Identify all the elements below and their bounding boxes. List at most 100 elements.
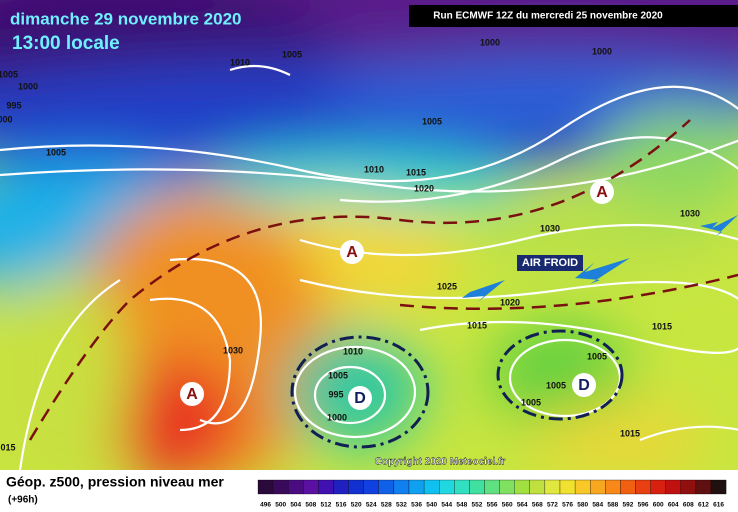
scale-cell xyxy=(635,479,651,495)
scale-label: 536 xyxy=(411,502,422,509)
isobar-label: 1025 xyxy=(437,281,457,291)
scale-label: 608 xyxy=(683,502,694,509)
scale-cell xyxy=(620,479,636,495)
scale-label: 576 xyxy=(562,502,573,509)
field: AIR FROID xyxy=(0,0,738,470)
scale-label: 512 xyxy=(321,502,332,509)
run: Run ECMWF 12Z du mercredi 25 novembre 20… xyxy=(433,11,663,22)
scale-cell xyxy=(559,479,576,495)
center-label: A xyxy=(596,184,608,201)
isobar-label: 1000 xyxy=(327,412,347,422)
scale-cell xyxy=(454,479,470,495)
annotation: AIR FROID xyxy=(522,257,578,269)
isobar-label: 015 xyxy=(0,442,15,452)
scale-cell xyxy=(378,479,395,495)
isobar-label: 1010 xyxy=(230,57,250,67)
center-label: A xyxy=(186,386,198,403)
scale-label: 504 xyxy=(290,502,301,509)
scale-cell xyxy=(665,479,681,495)
scale-cell xyxy=(288,479,304,495)
center-marker xyxy=(348,386,372,410)
scale-cell xyxy=(484,479,500,495)
scale-label: 548 xyxy=(456,502,467,509)
isobar-label: 1005 xyxy=(422,116,442,126)
scale-label: 500 xyxy=(275,502,286,509)
center-marker xyxy=(590,180,614,204)
isobar-label: 1005 xyxy=(521,397,541,407)
scale-cell xyxy=(393,479,410,495)
arrows xyxy=(462,215,738,302)
scale-label: 616 xyxy=(713,502,724,509)
scale-label: 508 xyxy=(305,502,316,509)
scale-label: 552 xyxy=(472,502,483,509)
scale-label: 524 xyxy=(366,502,377,509)
isobar-label: 1020 xyxy=(500,297,520,307)
center-label: D xyxy=(578,377,590,394)
scale-label: 588 xyxy=(607,502,618,509)
scale-label: 556 xyxy=(487,502,498,509)
scale-cell xyxy=(499,479,515,495)
isobar-label: 1005 xyxy=(0,69,18,79)
copyright: Copyright 2020 Meteociel.fr xyxy=(375,457,506,468)
center-label: D xyxy=(354,390,366,407)
isobar-label: 1015 xyxy=(652,321,672,331)
isobar-label: 1010 xyxy=(364,164,384,174)
isobar-label: 1030 xyxy=(223,345,243,355)
center-marker xyxy=(340,240,364,264)
scale-label: 532 xyxy=(396,502,407,509)
isobar-label: 1030 xyxy=(540,223,560,233)
scale-cell xyxy=(318,479,334,495)
scale-cell xyxy=(408,479,425,495)
scale-cell xyxy=(348,479,364,495)
isobar-label: 1015 xyxy=(406,167,426,177)
scale-cell xyxy=(423,479,440,495)
isobar-label: 1000 xyxy=(592,46,612,56)
scale-cell xyxy=(272,479,289,495)
scale-cell xyxy=(257,479,274,495)
scale-label: 516 xyxy=(336,502,347,509)
scale-cell xyxy=(650,479,666,495)
isobar-label: 1015 xyxy=(620,428,640,438)
center-label: A xyxy=(346,244,358,261)
isobar-label: 1010 xyxy=(343,346,363,356)
scale-label: 496 xyxy=(260,502,271,509)
isobar-label: 1005 xyxy=(46,147,66,157)
isobar-label: 1000 xyxy=(480,37,500,47)
scale-label: 560 xyxy=(502,502,513,509)
isobar-label: 1005 xyxy=(587,351,607,361)
scale-label: 612 xyxy=(698,502,709,509)
lows xyxy=(290,329,624,449)
isobar-label: 000 xyxy=(0,114,13,124)
time: 13:00 locale xyxy=(12,33,120,54)
scale-label: 544 xyxy=(441,502,452,509)
scale-cell xyxy=(605,479,621,495)
center-marker xyxy=(572,373,596,397)
scale-label: 600 xyxy=(653,502,664,509)
scale-label: 564 xyxy=(517,502,528,509)
isobar-label: 995 xyxy=(328,389,343,399)
scale-label: 592 xyxy=(623,502,634,509)
scale-label: 580 xyxy=(577,502,588,509)
isobar-label: 1020 xyxy=(414,183,434,193)
scale-label: 540 xyxy=(426,502,437,509)
scale-label: 572 xyxy=(547,502,558,509)
isobar-label: 1000 xyxy=(18,81,38,91)
scale-cell xyxy=(695,479,712,495)
scale-label: 568 xyxy=(532,502,543,509)
isobar-label: 1030 xyxy=(680,208,700,218)
isobar-label: 1005 xyxy=(282,49,302,59)
scale-cell xyxy=(303,479,319,495)
scale-label: 528 xyxy=(381,502,392,509)
annotation-box xyxy=(517,255,583,271)
isobar-label: 1005 xyxy=(546,380,566,390)
scale-cell xyxy=(590,479,606,495)
scale-cell xyxy=(529,479,546,495)
date: dimanche 29 novembre 2020 xyxy=(10,9,242,28)
scale-cell xyxy=(544,479,561,495)
scale-cell xyxy=(680,479,697,495)
isobar-label: 1015 xyxy=(467,320,487,330)
scale-cell xyxy=(710,479,727,495)
scale-cell xyxy=(574,479,591,495)
